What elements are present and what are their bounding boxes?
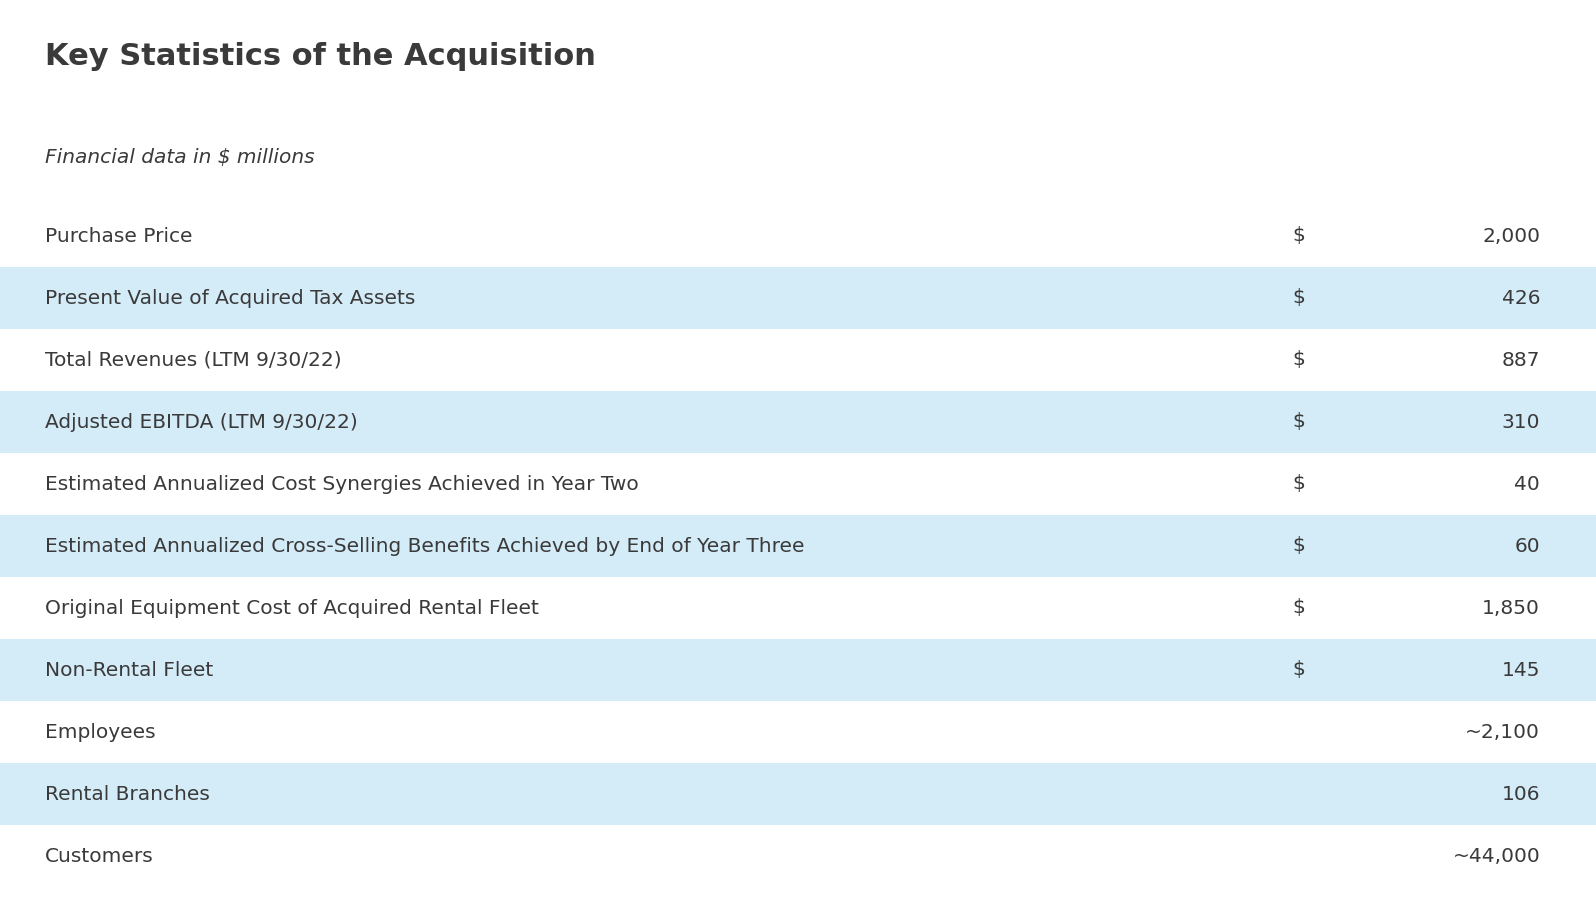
Text: $: $ bbox=[1293, 412, 1306, 431]
Text: Adjusted EBITDA (LTM 9/30/22): Adjusted EBITDA (LTM 9/30/22) bbox=[45, 412, 358, 431]
Text: $: $ bbox=[1293, 661, 1306, 680]
Text: 310: 310 bbox=[1502, 412, 1540, 431]
Text: $: $ bbox=[1293, 599, 1306, 618]
Bar bbox=[0, 639, 1596, 701]
Text: 40: 40 bbox=[1515, 474, 1540, 493]
Bar bbox=[0, 515, 1596, 577]
Text: $: $ bbox=[1293, 350, 1306, 369]
Text: Purchase Price: Purchase Price bbox=[45, 227, 192, 246]
Text: Key Statistics of the Acquisition: Key Statistics of the Acquisition bbox=[45, 42, 595, 71]
Text: 1,850: 1,850 bbox=[1483, 599, 1540, 618]
Text: $: $ bbox=[1293, 474, 1306, 493]
Text: Estimated Annualized Cross-Selling Benefits Achieved by End of Year Three: Estimated Annualized Cross-Selling Benef… bbox=[45, 537, 804, 555]
Text: Original Equipment Cost of Acquired Rental Fleet: Original Equipment Cost of Acquired Rent… bbox=[45, 599, 538, 618]
Text: Total Revenues (LTM 9/30/22): Total Revenues (LTM 9/30/22) bbox=[45, 350, 342, 369]
Text: 426: 426 bbox=[1502, 288, 1540, 308]
Bar bbox=[0, 391, 1596, 453]
Text: 2,000: 2,000 bbox=[1483, 227, 1540, 246]
Text: 145: 145 bbox=[1502, 661, 1540, 680]
Text: 106: 106 bbox=[1502, 784, 1540, 804]
Text: $: $ bbox=[1293, 288, 1306, 308]
Bar bbox=[0, 763, 1596, 825]
Text: Customers: Customers bbox=[45, 846, 153, 865]
Text: 60: 60 bbox=[1515, 537, 1540, 555]
Text: $: $ bbox=[1293, 227, 1306, 246]
Text: 887: 887 bbox=[1502, 350, 1540, 369]
Text: $: $ bbox=[1293, 537, 1306, 555]
Text: Rental Branches: Rental Branches bbox=[45, 784, 209, 804]
Text: Employees: Employees bbox=[45, 723, 155, 742]
Text: Present Value of Acquired Tax Assets: Present Value of Acquired Tax Assets bbox=[45, 288, 415, 308]
Text: ~44,000: ~44,000 bbox=[1452, 846, 1540, 865]
Text: Non-Rental Fleet: Non-Rental Fleet bbox=[45, 661, 212, 680]
Text: ~2,100: ~2,100 bbox=[1465, 723, 1540, 742]
Bar bbox=[0, 267, 1596, 329]
Text: Financial data in $ millions: Financial data in $ millions bbox=[45, 148, 314, 167]
Text: Estimated Annualized Cost Synergies Achieved in Year Two: Estimated Annualized Cost Synergies Achi… bbox=[45, 474, 638, 493]
